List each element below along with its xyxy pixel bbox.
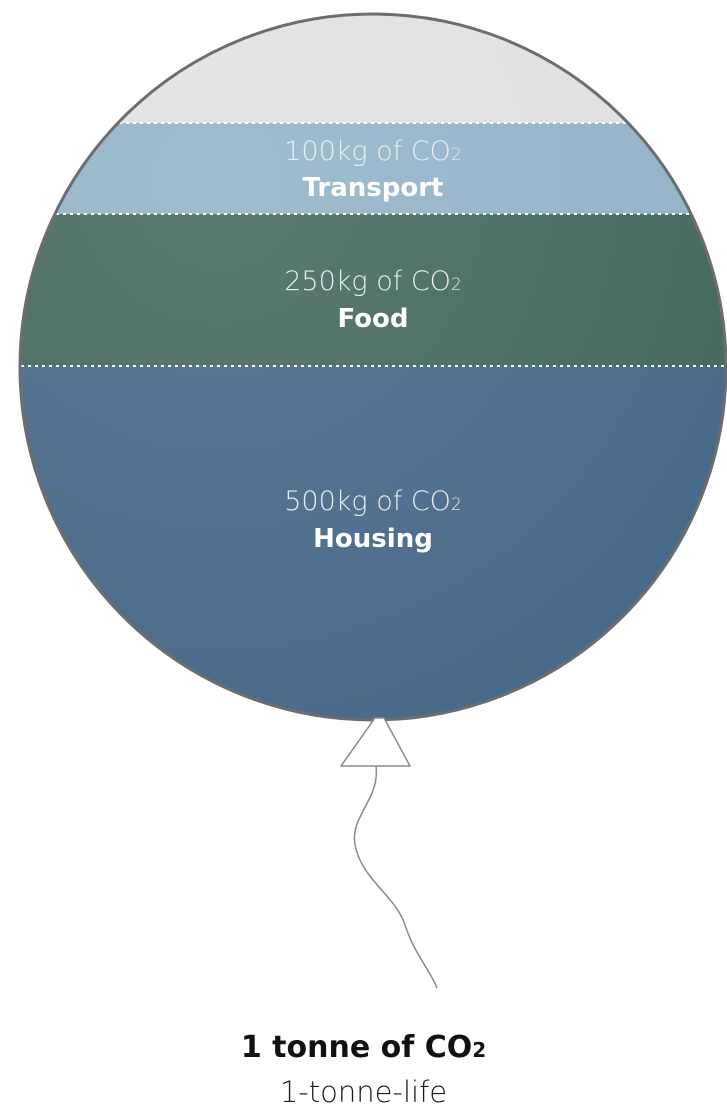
subtitle-caption: 1-tonne-life	[279, 1075, 448, 1109]
food-label: Food	[337, 304, 408, 334]
transport-amount: 100kg of CO2	[284, 136, 462, 167]
balloon-string	[353, 765, 438, 989]
food-amount: 250kg of CO2	[284, 266, 462, 297]
housing-label: Housing	[313, 524, 433, 554]
transport-label: Transport	[303, 173, 444, 203]
balloon-body	[20, 14, 726, 720]
housing-amount: 500kg of CO2	[284, 486, 462, 517]
balloon-knot	[340, 717, 411, 767]
total-caption: 1 tonne of CO2	[240, 1030, 487, 1065]
